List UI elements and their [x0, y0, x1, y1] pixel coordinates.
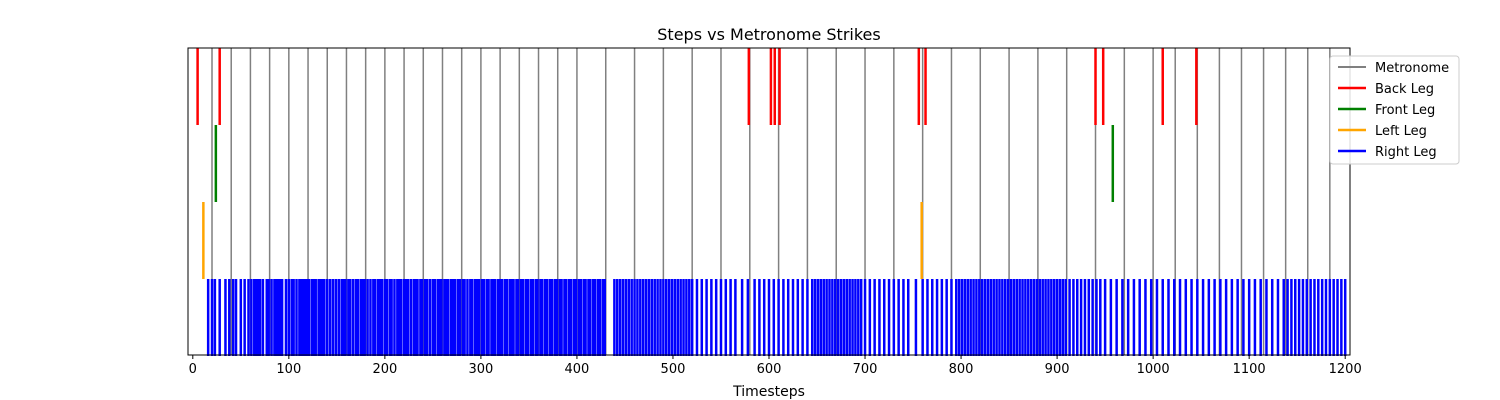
- x-tick-label: 400: [565, 362, 590, 377]
- x-tick-label: 700: [853, 362, 878, 377]
- legend-box: [1329, 55, 1460, 165]
- legend-label: Front Leg: [1375, 103, 1435, 118]
- legend-label: Left Leg: [1375, 124, 1427, 139]
- x-axis: 0 100 200 300 400 500 600 700 800 900 1000 1100 1200: [189, 355, 1362, 377]
- x-tick-label: 0: [189, 362, 197, 377]
- x-tick-label: 1200: [1329, 362, 1362, 377]
- x-tick-label: 900: [1045, 362, 1070, 377]
- legend: Metronome Back Leg Front Leg Left Leg Right …: [1329, 55, 1460, 165]
- x-tick-label: 300: [468, 362, 493, 377]
- x-tick-label: 600: [757, 362, 782, 377]
- legend-label: Right Leg: [1375, 145, 1437, 160]
- x-tick-label: 200: [372, 362, 397, 377]
- chart-title: Steps vs Metronome Strikes: [657, 25, 880, 44]
- legend-label: Back Leg: [1375, 82, 1434, 97]
- leg-step-events: [196, 48, 1347, 356]
- legend-label: Metronome: [1375, 61, 1449, 76]
- x-tick-label: 100: [276, 362, 301, 377]
- x-tick-label: 1100: [1233, 362, 1266, 377]
- x-tick-label: 500: [661, 362, 686, 377]
- x-tick-label: 1000: [1137, 362, 1170, 377]
- x-axis-label: Timesteps: [732, 384, 805, 400]
- x-tick-label: 800: [949, 362, 974, 377]
